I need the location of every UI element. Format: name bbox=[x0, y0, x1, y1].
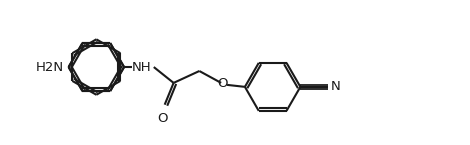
Text: O: O bbox=[217, 77, 227, 90]
Text: O: O bbox=[157, 112, 168, 125]
Text: H2N: H2N bbox=[36, 61, 63, 74]
Text: NH: NH bbox=[132, 61, 152, 74]
Text: N: N bbox=[331, 80, 341, 93]
